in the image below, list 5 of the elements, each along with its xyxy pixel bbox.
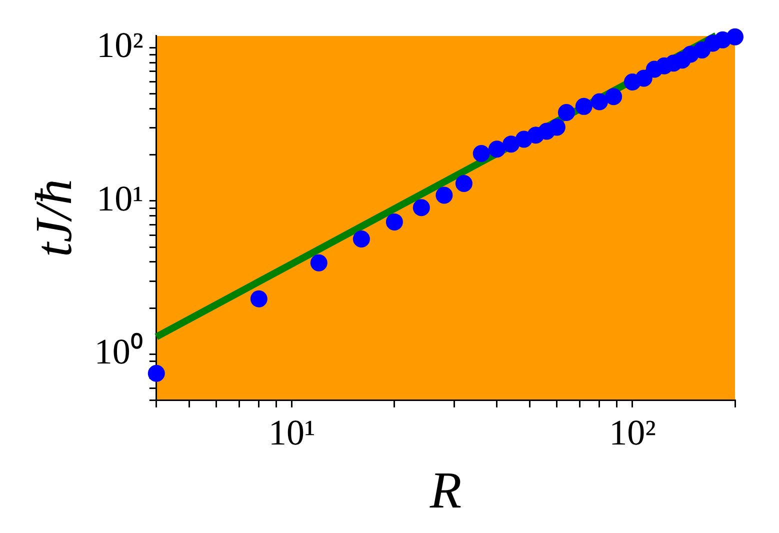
x-axis-title: R — [428, 462, 462, 520]
y-tick-label: 10⁰ — [94, 332, 144, 372]
y-axis-title: tJ/ħ — [26, 179, 83, 257]
y-tick-label: 10¹ — [96, 178, 144, 218]
y-tick-label: 10² — [96, 25, 144, 66]
